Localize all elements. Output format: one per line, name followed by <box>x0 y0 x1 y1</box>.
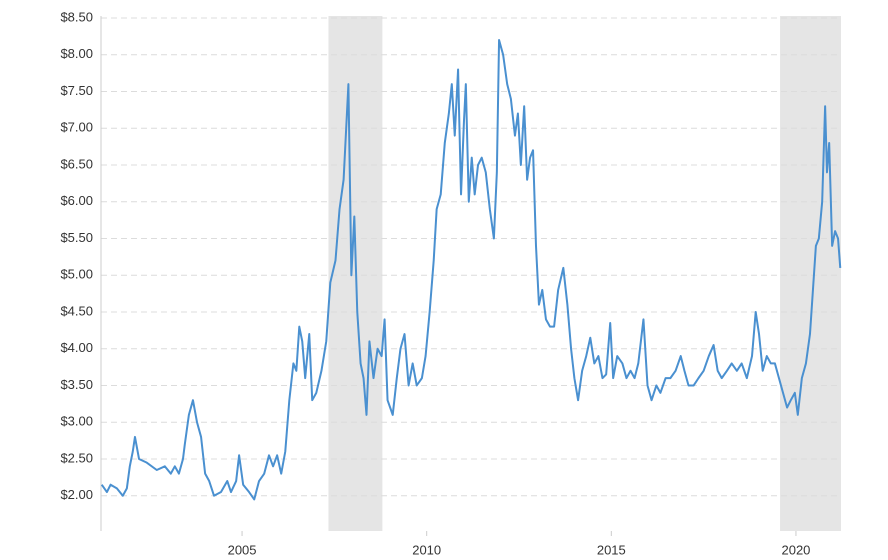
y-tick-label: $2.50 <box>60 450 93 465</box>
y-tick-label: $6.50 <box>60 156 93 171</box>
price-line <box>100 39 842 501</box>
y-tick-label: $7.50 <box>60 83 93 98</box>
y-tick-label: $8.00 <box>60 46 93 61</box>
y-tick-label: $3.00 <box>60 414 93 429</box>
x-tick-label: 2005 <box>228 542 257 557</box>
y-tick-label: $5.50 <box>60 230 93 245</box>
y-tick-label: $3.50 <box>60 377 93 392</box>
x-tick-label: 2010 <box>412 542 441 557</box>
shaded-period <box>780 16 841 531</box>
y-tick-label: $8.50 <box>60 9 93 24</box>
y-tick-label: $5.00 <box>60 267 93 282</box>
y-tick-label: $6.00 <box>60 193 93 208</box>
x-tick-label: 2020 <box>781 542 810 557</box>
y-tick-label: $7.00 <box>60 120 93 135</box>
y-tick-label: $4.00 <box>60 340 93 355</box>
x-tick-label: 2015 <box>597 542 626 557</box>
y-tick-label: $4.50 <box>60 303 93 318</box>
y-tick-label: $2.00 <box>60 487 93 502</box>
